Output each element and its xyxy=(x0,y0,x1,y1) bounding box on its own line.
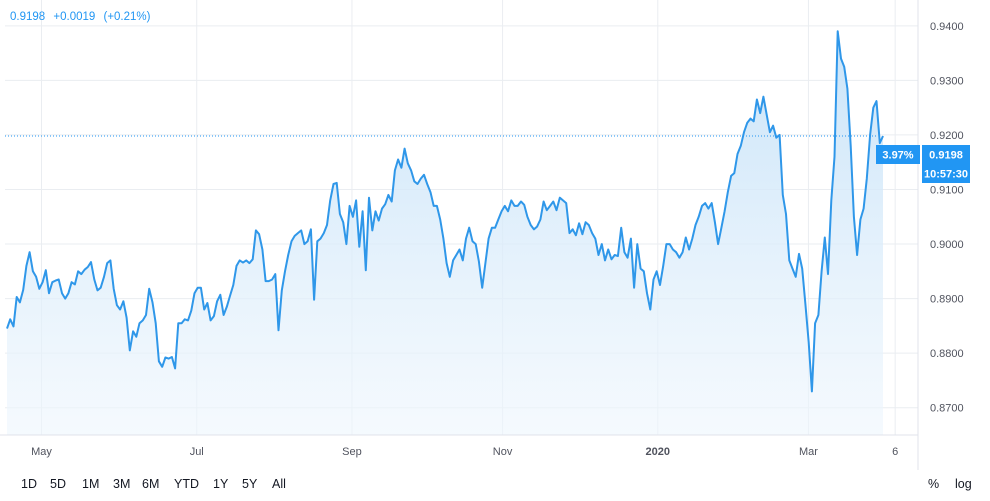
y-tick-label: 0.9400 xyxy=(930,21,964,33)
y-tick-label: 0.9000 xyxy=(930,239,964,251)
price-badge-label: 0.9198 xyxy=(929,150,963,162)
timeframe-5d-button[interactable]: 5D xyxy=(50,477,66,491)
area-fill xyxy=(7,31,883,436)
timeframe-1d-button[interactable]: 1D xyxy=(21,477,37,491)
x-tick-label: Jul xyxy=(190,446,204,458)
line-series xyxy=(6,30,884,393)
pct-badge xyxy=(876,145,920,164)
timeframe-1m-button[interactable]: 1M xyxy=(82,477,100,491)
timeframe-all-button[interactable]: All xyxy=(272,477,286,491)
x-tick-label: Nov xyxy=(493,446,513,458)
price-badges: 3.97% 0.9198 10:57:30 xyxy=(876,145,970,183)
header-change-pct: (+0.21%) xyxy=(103,11,151,23)
header-change: +0.0019 xyxy=(53,11,96,23)
y-tick-label: 0.9100 xyxy=(930,184,964,196)
countdown-badge-label: 10:57:30 xyxy=(924,169,968,181)
y-tick-label: 0.9200 xyxy=(930,130,964,142)
y-tick-label: 0.8700 xyxy=(930,403,964,415)
y-tick-label: 0.8900 xyxy=(930,294,964,306)
timeframe-6m-button[interactable]: 6M xyxy=(142,477,160,491)
timeframe-5y-button[interactable]: 5Y xyxy=(242,477,258,491)
price-badge xyxy=(922,145,970,164)
percent-scale-toggle[interactable]: % xyxy=(928,477,940,491)
log-scale-toggle[interactable]: log xyxy=(955,477,972,491)
timeframe-1y-button[interactable]: 1Y xyxy=(213,477,229,491)
timeframe-ytd-button[interactable]: YTD xyxy=(174,477,199,491)
pct-badge-label: 3.97% xyxy=(882,150,913,162)
y-tick-label: 0.8800 xyxy=(930,348,964,360)
countdown-badge xyxy=(922,164,970,183)
timeframe-3m-button[interactable]: 3M xyxy=(113,477,131,491)
price-header: 0.9198 +0.0019 (+0.21%) xyxy=(10,11,155,23)
x-tick-label: 6 xyxy=(892,446,898,458)
area-series xyxy=(7,31,883,436)
x-tick-label: Sep xyxy=(342,446,362,458)
price-line xyxy=(6,30,884,393)
price-chart[interactable]: 0.8700 0.8800 0.8900 0.9000 0.9100 0.9200 0.93… xyxy=(0,0,990,470)
y-tick-label: 0.9300 xyxy=(930,75,964,87)
timeframe-toolbar: 1D 5D 1M 3M 6M YTD 1Y 5Y All % log xyxy=(0,472,990,498)
x-tick-label: Mar xyxy=(799,446,818,458)
header-price: 0.9198 xyxy=(10,11,46,23)
axes: 0.8700 0.8800 0.8900 0.9000 0.9100 0.9200 0.93… xyxy=(0,0,964,470)
x-tick-label: 2020 xyxy=(646,446,670,458)
x-tick-label: May xyxy=(31,446,52,458)
